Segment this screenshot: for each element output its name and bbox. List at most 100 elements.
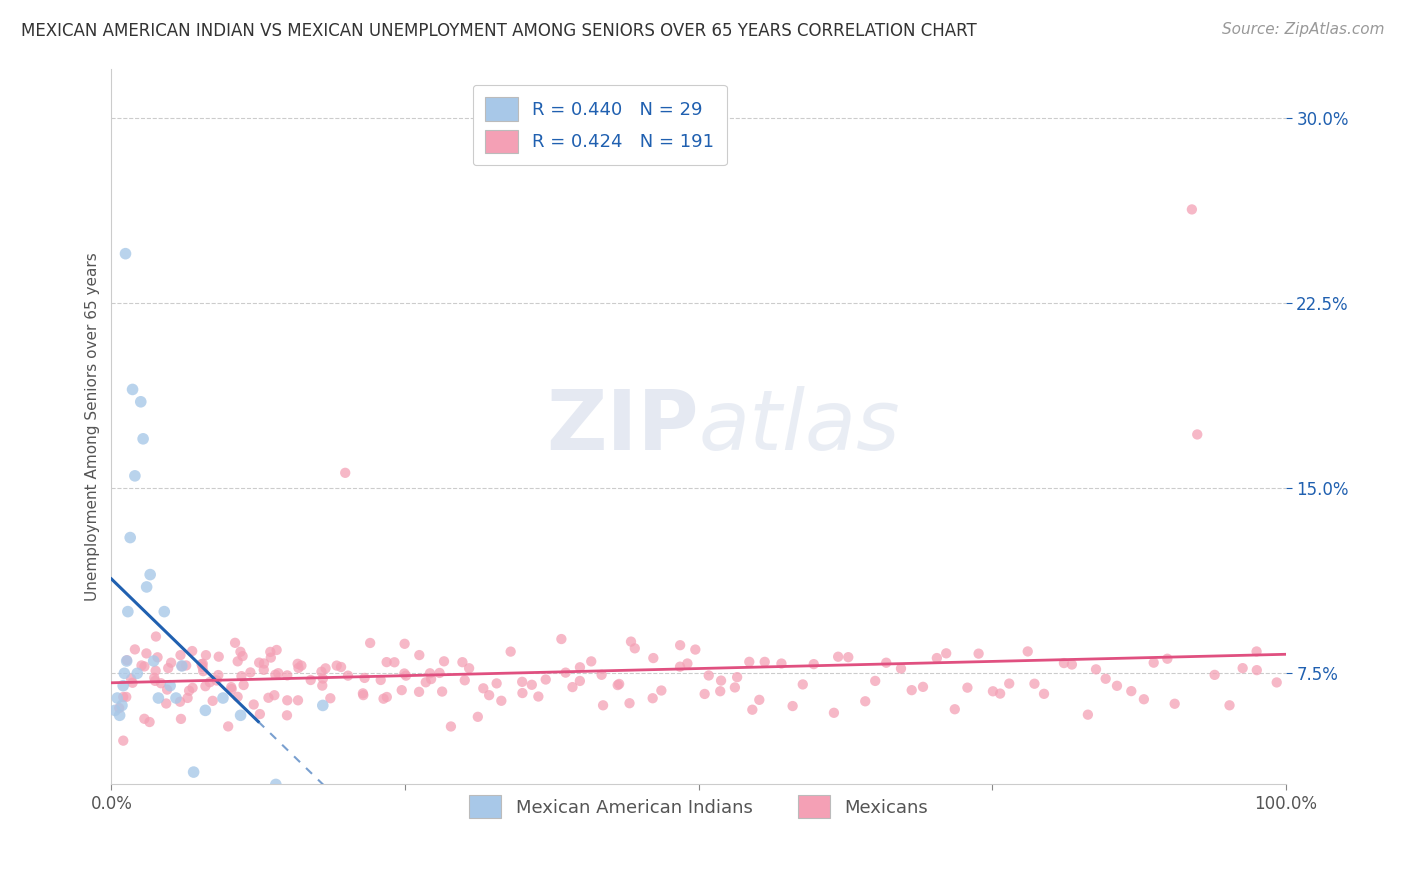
Point	[467, 710, 489, 724]
Point	[156, 682, 179, 697]
Point	[148, 691, 170, 706]
Point	[429, 665, 451, 680]
Point	[370, 673, 392, 687]
Point	[319, 691, 342, 706]
Point	[177, 683, 200, 698]
Point	[353, 671, 375, 685]
Point	[853, 694, 876, 708]
Point	[114, 246, 136, 260]
Point	[1246, 663, 1268, 677]
Point	[259, 645, 281, 659]
Point	[863, 673, 886, 688]
Point	[276, 693, 298, 707]
Point	[512, 686, 534, 700]
Point	[676, 657, 699, 671]
Point	[823, 706, 845, 720]
Point	[935, 646, 957, 660]
Point	[146, 650, 169, 665]
Point	[591, 667, 613, 681]
Point	[1017, 644, 1039, 658]
Point	[115, 690, 138, 704]
Point	[127, 666, 149, 681]
Point	[194, 703, 217, 717]
Point	[394, 666, 416, 681]
Point	[1246, 644, 1268, 658]
Point	[619, 696, 641, 710]
Point	[472, 681, 495, 696]
Point	[754, 655, 776, 669]
Point	[430, 684, 453, 698]
Point	[190, 657, 212, 672]
Point	[169, 648, 191, 662]
Point	[115, 653, 138, 667]
Point	[312, 672, 335, 686]
Point	[581, 654, 603, 668]
Point	[967, 647, 990, 661]
Point	[827, 649, 849, 664]
Point	[738, 655, 761, 669]
Point	[352, 688, 374, 702]
Point	[135, 647, 157, 661]
Point	[384, 655, 406, 669]
Point	[170, 659, 193, 673]
Point	[183, 765, 205, 780]
Point	[208, 649, 231, 664]
Point	[139, 567, 162, 582]
Point	[170, 659, 193, 673]
Point	[287, 693, 309, 707]
Point	[165, 691, 187, 706]
Point	[440, 719, 463, 733]
Text: MEXICAN AMERICAN INDIAN VS MEXICAN UNEMPLOYMENT AMONG SENIORS OVER 65 YEARS CORR: MEXICAN AMERICAN INDIAN VS MEXICAN UNEMP…	[21, 22, 977, 40]
Point	[606, 678, 628, 692]
Point	[770, 657, 793, 671]
Point	[160, 656, 183, 670]
Point	[260, 650, 283, 665]
Point	[391, 683, 413, 698]
Point	[217, 719, 239, 733]
Point	[129, 394, 152, 409]
Point	[134, 659, 156, 673]
Point	[520, 678, 543, 692]
Point	[264, 777, 287, 791]
Point	[943, 702, 966, 716]
Point	[1094, 672, 1116, 686]
Point	[132, 432, 155, 446]
Point	[792, 677, 814, 691]
Point	[373, 691, 395, 706]
Point	[650, 683, 672, 698]
Text: Source: ZipAtlas.com: Source: ZipAtlas.com	[1222, 22, 1385, 37]
Point	[527, 690, 550, 704]
Point	[1133, 692, 1156, 706]
Point	[592, 698, 614, 713]
Point	[1085, 662, 1108, 676]
Point	[181, 644, 204, 658]
Point	[112, 690, 135, 704]
Point	[330, 660, 353, 674]
Point	[112, 733, 135, 747]
Point	[287, 657, 309, 671]
Point	[725, 670, 748, 684]
Point	[287, 661, 309, 675]
Point	[1232, 661, 1254, 675]
Point	[121, 675, 143, 690]
Point	[900, 683, 922, 698]
Point	[1187, 427, 1209, 442]
Point	[1265, 675, 1288, 690]
Point	[433, 654, 456, 668]
Point	[375, 655, 398, 669]
Point	[499, 645, 522, 659]
Point	[198, 675, 221, 690]
Point	[534, 673, 557, 687]
Point	[311, 665, 333, 679]
Point	[112, 679, 135, 693]
Point	[253, 663, 276, 677]
Point	[420, 672, 443, 686]
Point	[299, 673, 322, 687]
Point	[1033, 687, 1056, 701]
Point	[145, 664, 167, 678]
Point	[620, 634, 643, 648]
Point	[276, 708, 298, 723]
Point	[205, 673, 228, 688]
Point	[111, 698, 134, 713]
Point	[956, 681, 979, 695]
